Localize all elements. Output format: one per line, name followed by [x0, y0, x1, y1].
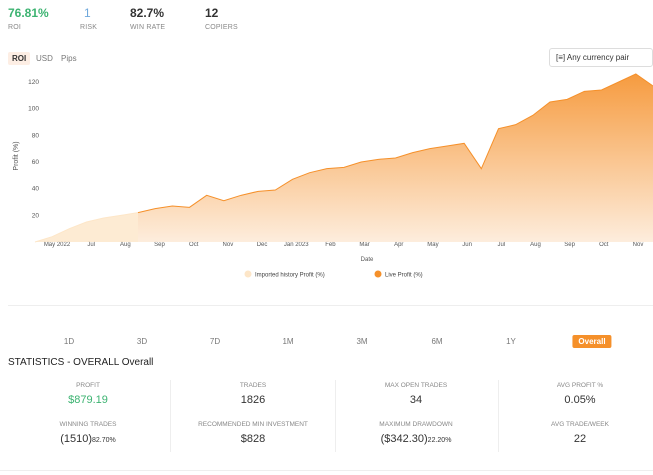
x-tick-label: Sep	[154, 242, 165, 248]
separator	[335, 380, 336, 452]
period-button[interactable]: 6M	[431, 337, 443, 346]
period-button[interactable]: 3D	[136, 337, 148, 346]
x-tick-label: Oct	[189, 242, 199, 248]
stat-value: 22	[574, 433, 586, 445]
y-tick-label: 20	[32, 212, 40, 219]
x-tick-label: Feb	[325, 242, 336, 248]
period-button[interactable]: 1D	[63, 337, 75, 346]
separator	[170, 380, 171, 452]
stat-number: 1826	[240, 394, 266, 406]
stat-number: $879.19	[68, 394, 108, 406]
area	[35, 212, 138, 242]
y-tick-label: 80	[32, 132, 40, 139]
x-tick-label: Nov	[633, 242, 644, 248]
stat-label: WINNING TRADES	[59, 421, 117, 428]
stat-value: 12	[205, 6, 219, 20]
stat-number: 34	[409, 394, 423, 406]
line	[137, 73, 653, 214]
stat-label: AVG TRADE/WEEK	[551, 421, 609, 428]
stat-label: MAX OPEN TRADES	[384, 382, 448, 389]
line	[34, 212, 139, 243]
stat-number: ($342.30)	[380, 433, 428, 445]
stat-value: 82.7%	[130, 6, 165, 20]
tab[interactable]: USD	[36, 54, 53, 63]
x-tick-label: Dec	[257, 242, 268, 248]
stat-value: 76.81%	[8, 6, 49, 20]
tab[interactable]: Pips	[61, 54, 77, 63]
legend-label: Imported history Profit (%)	[255, 273, 325, 279]
x-tick-label: Jan 2023	[284, 242, 309, 248]
stat-number: $828	[240, 433, 266, 445]
period-button[interactable]: 3M	[356, 337, 368, 346]
stat-number: (1510)	[60, 433, 93, 445]
stat-value: $828	[241, 433, 265, 445]
x-tick-label: Aug	[530, 242, 541, 248]
legend-swatch	[374, 270, 382, 278]
stat-value: 0.05%	[564, 394, 595, 406]
statistics-title: STATISTICS - OVERALL Overall	[8, 357, 154, 368]
stat-value: 34	[410, 394, 422, 406]
stat-value: $879.19	[68, 394, 108, 406]
y-tick-label: 100	[28, 106, 39, 113]
legend-swatch	[244, 270, 252, 278]
divider	[0, 470, 653, 471]
period-button[interactable]: 7D	[209, 337, 221, 346]
period-button[interactable]: Overall	[572, 335, 612, 348]
stat-label: TRADES	[239, 382, 267, 389]
y-tick-label: 120	[28, 79, 39, 86]
x-tick-label: May	[427, 242, 438, 248]
stat-value: (1510)82.70%	[60, 433, 116, 445]
y-axis-label: Profit (%)	[13, 141, 20, 170]
tab[interactable]: ROI	[8, 52, 31, 65]
x-tick-label: Sep	[564, 242, 575, 248]
period-button[interactable]: 1Y	[506, 337, 516, 346]
stat-label: MAXIMUM DRAWDOWN	[379, 421, 453, 428]
x-tick-label: Mar	[359, 242, 369, 248]
stat-sub: 22.20%	[427, 437, 452, 444]
stat-sub: 82.70%	[92, 437, 116, 444]
divider	[8, 305, 653, 306]
x-tick-label: Jul	[497, 242, 505, 248]
legend-label: Live Profit (%)	[385, 273, 423, 279]
stat-label: COPIERS	[205, 24, 238, 31]
x-tick-label: Jul	[87, 242, 95, 248]
stat-value: 1826	[241, 394, 265, 406]
x-tick-label: Aug	[120, 242, 131, 248]
stat-label: WIN RATE	[130, 24, 166, 31]
x-tick-label: Jun	[462, 242, 472, 248]
y-tick-label: 40	[32, 186, 40, 193]
stat-number: 22	[573, 433, 587, 445]
x-tick-label: Oct	[599, 242, 609, 248]
x-tick-label: May 2022	[44, 242, 71, 248]
stat-value: 1	[84, 6, 91, 20]
stat-label: AVG PROFIT %	[556, 382, 604, 389]
x-axis-label: Date	[361, 257, 374, 263]
chart: Profit (%) Date 20 40 60 80 100 120 May 2022 Ju…	[13, 73, 653, 279]
x-tick-label: Nov	[223, 242, 234, 248]
stat-label: PROFIT	[76, 382, 100, 389]
y-tick-label: 60	[32, 159, 40, 166]
stat-label: ROI	[8, 24, 22, 31]
x-tick-label: Apr	[394, 242, 403, 248]
stat-label: RECOMMENDED MIN INVESTMENT	[198, 421, 308, 428]
stat-number: 0.05%	[564, 394, 596, 406]
separator	[498, 380, 499, 452]
period-button[interactable]: 1M	[282, 337, 294, 346]
stat-value: ($342.30)22.20%	[381, 433, 452, 445]
stat-label: RISK	[80, 24, 98, 31]
